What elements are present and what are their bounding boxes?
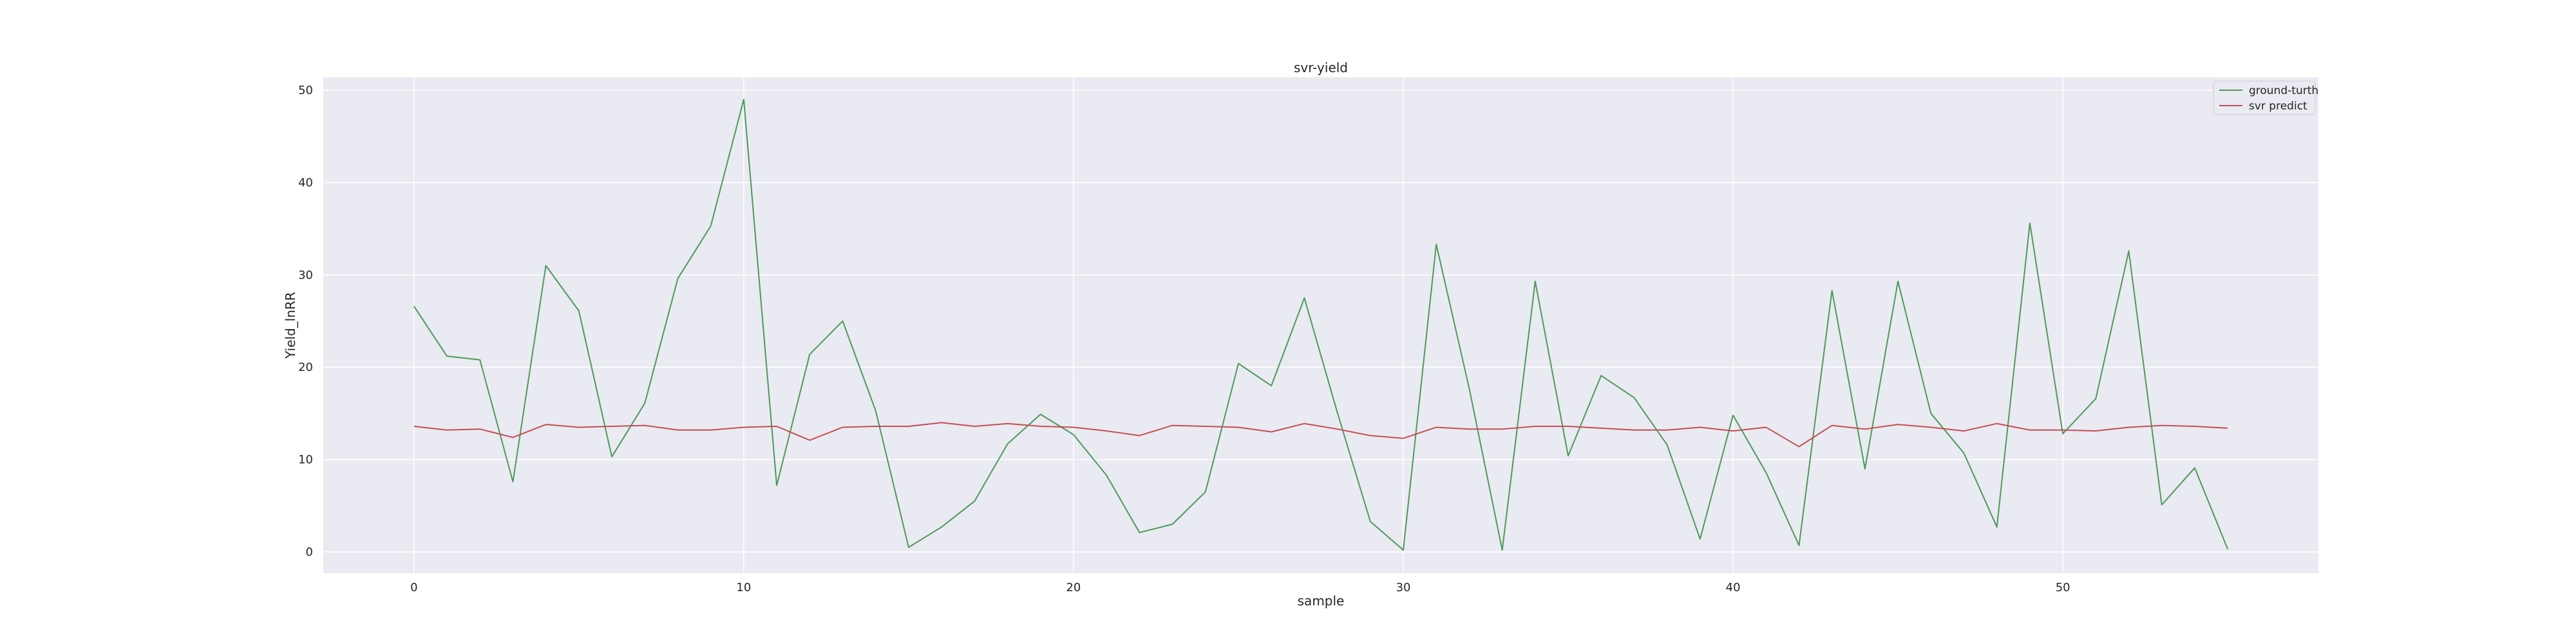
legend-label-ground-turth: ground-turth: [2249, 84, 2318, 97]
x-tick-label: 0: [410, 581, 417, 594]
series-layer: [413, 99, 2229, 551]
legend: ground-turth svr predict: [2213, 80, 2318, 115]
plot-background: [323, 77, 2318, 573]
y-tick-label: 10: [298, 453, 313, 467]
x-tick-label: 40: [1726, 581, 1741, 594]
ticks-layer: 0 10 20 30 40 50 0 10 20 30 40 50: [298, 84, 2070, 594]
series-line-ground-turth: [413, 99, 2229, 551]
y-tick-label: 40: [298, 176, 313, 189]
x-tick-label: 20: [1066, 581, 1081, 594]
x-tick-label: 30: [1396, 581, 1411, 594]
x-tick-label: 50: [2056, 581, 2070, 594]
x-tick-label: 10: [736, 581, 751, 594]
grid-layer: [323, 77, 2318, 573]
chart-title: svr-yield: [1294, 60, 1348, 75]
series-line-svr-predict: [413, 422, 2228, 448]
y-tick-label: 0: [306, 545, 313, 559]
x-axis-label: sample: [1298, 593, 1345, 609]
y-tick-label: 30: [298, 269, 313, 282]
y-axis-label: Yield_lnRR: [283, 292, 298, 359]
y-tick-label: 20: [298, 361, 313, 374]
y-tick-label: 50: [298, 84, 313, 97]
legend-label-svr-predict: svr predict: [2249, 100, 2307, 113]
